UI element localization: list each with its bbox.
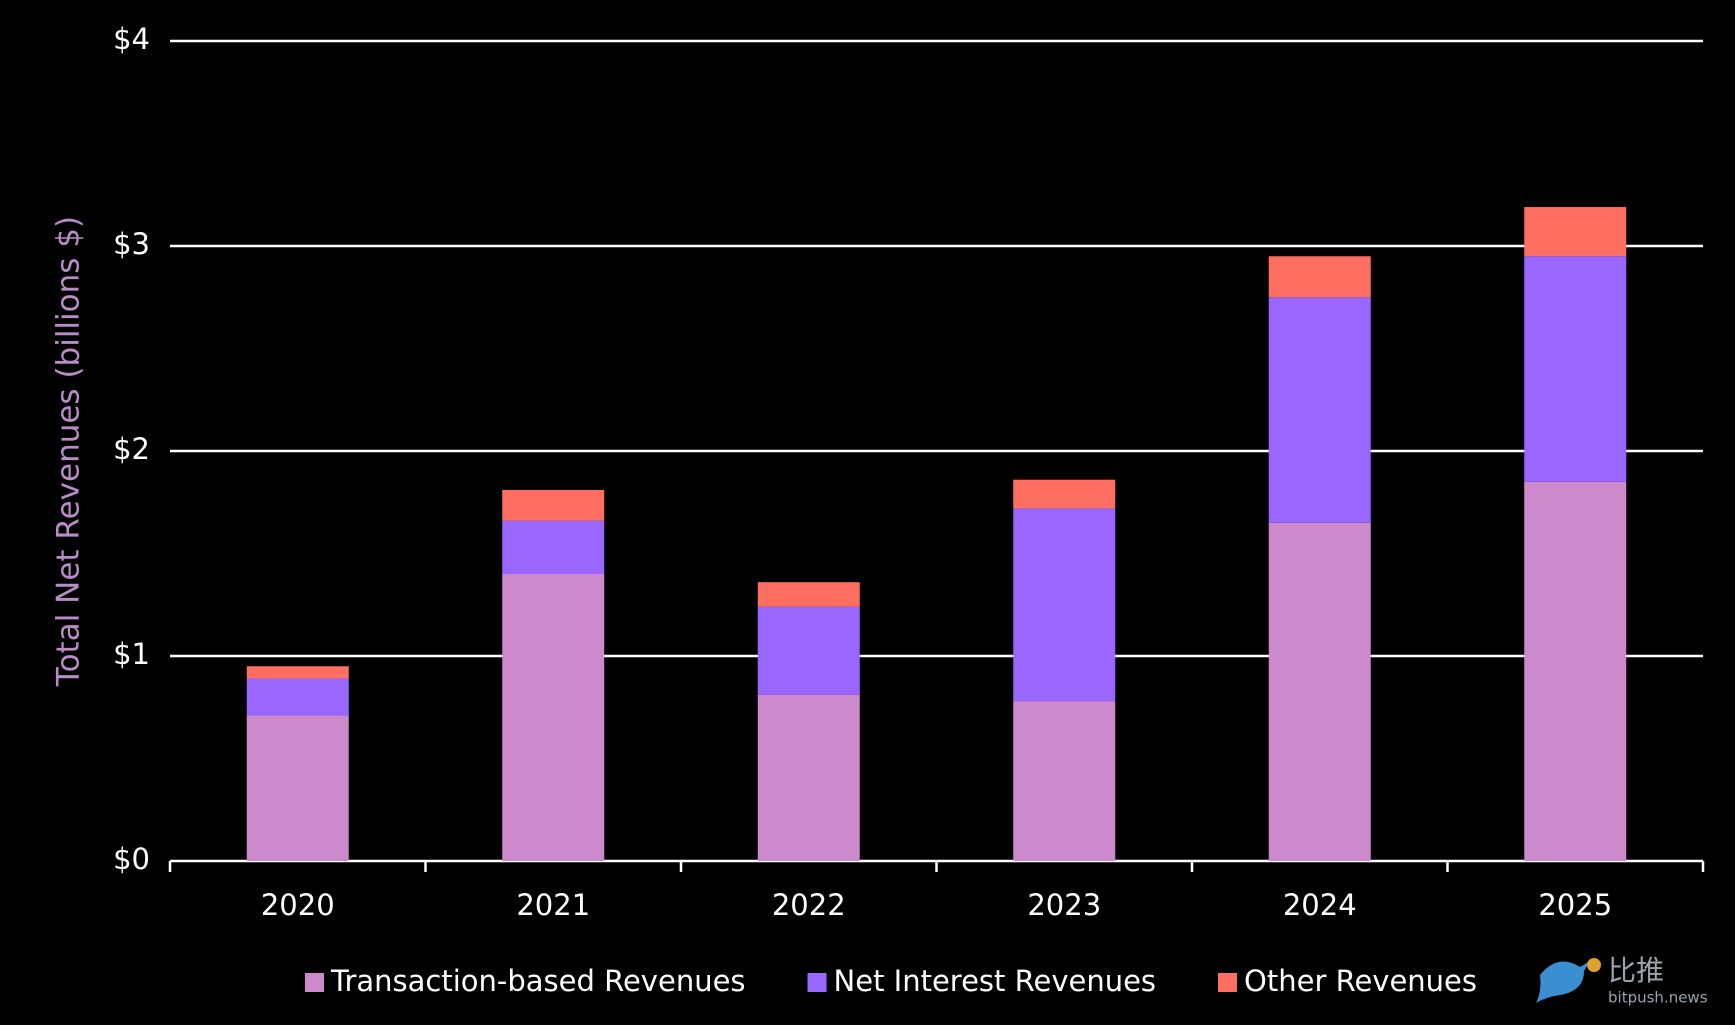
x-tick-label: 2021	[516, 888, 590, 922]
y-tick-label: $0	[113, 842, 150, 876]
bar-segment	[1013, 479, 1116, 509]
bar-segment	[757, 582, 860, 607]
x-tick-label: 2024	[1283, 888, 1357, 922]
y-tick-label: $2	[113, 432, 150, 466]
bar-segment	[1524, 481, 1627, 861]
y-axis-title: Total Net Revenues (billions $)	[51, 216, 87, 687]
bar-segment	[502, 520, 605, 574]
y-tick-label: $3	[113, 227, 150, 261]
bar-segment	[246, 715, 349, 861]
watermark-text: 比推	[1608, 954, 1664, 987]
legend-label: Other Revenues	[1244, 964, 1477, 998]
y-tick-label: $1	[113, 637, 150, 671]
bar-segment	[757, 694, 860, 861]
y-tick-label: $4	[113, 22, 150, 56]
bar-segment	[246, 678, 349, 716]
legend-swatch	[807, 973, 827, 992]
bar-segment	[757, 606, 860, 695]
legend-swatch	[305, 973, 324, 992]
bar-segment	[1013, 701, 1116, 861]
bar-segment	[1268, 297, 1371, 523]
watermark-subtext: bitpush.news	[1608, 989, 1708, 1007]
legend-label: Net Interest Revenues	[834, 964, 1157, 998]
watermark-icon	[1536, 961, 1590, 1003]
bar-segment	[1013, 508, 1116, 702]
legend-label: Transaction-based Revenues	[330, 964, 746, 998]
bar-segment	[1524, 256, 1627, 482]
bar-segment	[246, 666, 349, 679]
watermark-coin	[1587, 958, 1601, 972]
watermark: 比推 bitpush.news	[1536, 954, 1708, 1007]
x-tick-label: 2023	[1027, 888, 1101, 922]
bar-segment	[502, 489, 605, 521]
x-tick-label: 2022	[772, 888, 846, 922]
bar-segment	[1268, 256, 1371, 298]
x-tick-label: 2020	[261, 888, 335, 922]
bar-segment	[1524, 207, 1627, 257]
bar-segment	[502, 574, 605, 861]
x-tick-label: 2025	[1538, 888, 1612, 922]
bar-segment	[1268, 522, 1371, 861]
legend-swatch	[1218, 973, 1238, 992]
